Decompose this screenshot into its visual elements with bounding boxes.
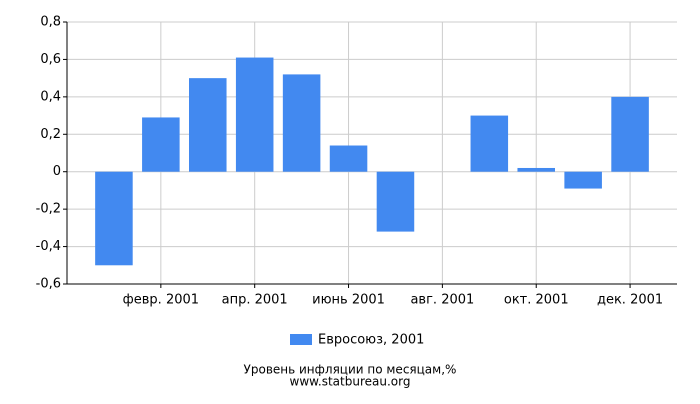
- legend-label: Евросоюз, 2001: [318, 333, 424, 348]
- y-tick-label: -0,6: [36, 277, 61, 292]
- y-tick-label: 0,6: [40, 52, 61, 67]
- y-tick-label: 0: [53, 164, 61, 179]
- legend-swatch: [290, 334, 312, 345]
- bar: [189, 78, 227, 172]
- x-tick-label: февр. 2001: [123, 293, 199, 308]
- y-tick-label: 0,2: [40, 127, 61, 142]
- bar: [142, 117, 180, 172]
- bar: [235, 57, 274, 172]
- bar: [95, 171, 133, 266]
- x-tick-label: апр. 2001: [222, 293, 288, 308]
- y-tick-label: -0,4: [36, 239, 61, 254]
- bar: [376, 171, 415, 232]
- y-tick-label: -0,2: [36, 202, 61, 217]
- bar: [282, 74, 321, 172]
- x-tick-label: июнь 2001: [312, 293, 385, 308]
- bar: [611, 96, 649, 172]
- bar: [470, 115, 509, 172]
- chart-title: Уровень инфляции по месяцам,%: [244, 363, 457, 377]
- bar: [517, 167, 555, 172]
- x-tick-label: окт. 2001: [504, 293, 569, 308]
- y-tick-label: 0,8: [40, 15, 61, 30]
- x-tick-label: дек. 2001: [597, 293, 663, 308]
- bar: [564, 171, 602, 189]
- bar: [329, 145, 368, 172]
- chart-subtitle: www.statbureau.org: [290, 375, 411, 389]
- x-tick-label: авг. 2001: [410, 293, 474, 308]
- y-tick-label: 0,4: [40, 89, 61, 104]
